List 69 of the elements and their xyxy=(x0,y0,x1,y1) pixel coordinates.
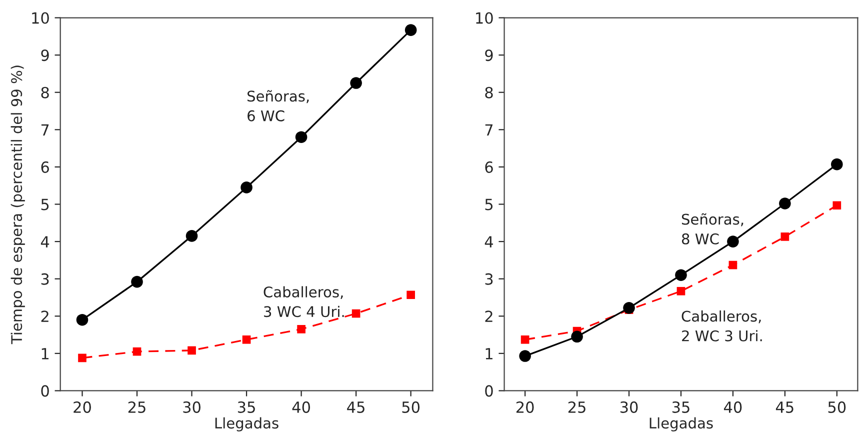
x-axis-title: Llegadas xyxy=(215,417,278,432)
y-axis-title: Tiempo de espera (percentil del 99 %) xyxy=(10,66,25,344)
y-tick-label: 9 xyxy=(485,50,493,62)
y-tick-label: 3 xyxy=(485,273,493,285)
point xyxy=(780,232,790,241)
y-tick-label: 8 xyxy=(485,86,493,98)
y-tick-label: 4 xyxy=(484,236,493,248)
y-tick-label: 4 xyxy=(40,236,50,248)
point xyxy=(832,201,842,210)
y-tick-label: 5 xyxy=(485,198,493,210)
series-label: Señoras, 8 WC xyxy=(682,213,744,244)
y-tick-label: 9 xyxy=(41,50,49,62)
y-tick-label: 7 xyxy=(41,124,49,136)
point xyxy=(406,290,415,300)
y-tick-label: 7 xyxy=(485,124,493,136)
point xyxy=(571,330,583,343)
y-tick-label: 0 xyxy=(41,385,49,397)
y-tick-label: 2 xyxy=(41,310,48,322)
y-tick-label: 10 xyxy=(32,12,49,24)
point xyxy=(830,158,843,170)
point xyxy=(297,325,306,334)
point xyxy=(728,260,738,270)
x-tick-label: 50 xyxy=(402,401,420,413)
y-tick-label: 8 xyxy=(41,86,49,98)
x-tick-label: 35 xyxy=(238,401,255,413)
point xyxy=(779,198,791,210)
x-tick-label: 25 xyxy=(568,401,586,413)
y-tick-label: 1 xyxy=(486,348,492,360)
x-tick-label: 30 xyxy=(620,401,638,413)
x-tick-label: 20 xyxy=(516,401,534,413)
series-label: Caballeros, 3 WC 4 Uri. xyxy=(264,286,344,318)
x-tick-label: 30 xyxy=(183,401,200,413)
y-tick-label: 0 xyxy=(485,385,493,397)
point xyxy=(727,236,739,248)
x-tick-label: 45 xyxy=(347,402,364,413)
y-tick-label: 1 xyxy=(42,348,49,360)
point xyxy=(352,309,360,318)
point xyxy=(350,77,362,89)
y-tick-label: 10 xyxy=(476,12,493,24)
x-tick-label: 35 xyxy=(672,401,690,413)
point xyxy=(188,346,196,355)
y-tick-label: 2 xyxy=(485,310,492,322)
y-tick-label: 3 xyxy=(41,273,49,285)
point xyxy=(242,335,251,344)
series-label: Caballeros, 2 WC 3 Uri. xyxy=(682,310,762,342)
x-axis-title: Llegadas xyxy=(650,417,713,432)
point xyxy=(519,350,531,362)
point xyxy=(520,335,530,344)
point xyxy=(404,24,417,36)
x-tick-label: 50 xyxy=(828,401,846,413)
point xyxy=(623,302,635,314)
x-tick-label: 45 xyxy=(776,402,794,413)
y-tick-label: 6 xyxy=(485,161,493,173)
x-tick-label: 25 xyxy=(128,401,146,413)
y-tick-label: 6 xyxy=(41,161,49,173)
x-tick-label: 20 xyxy=(74,401,91,413)
x-tick-label: 40 xyxy=(292,401,310,413)
series-label: Señoras, 6 WC xyxy=(247,90,309,122)
x-tick-label: 40 xyxy=(724,401,742,413)
point xyxy=(186,230,198,242)
y-tick-label: 5 xyxy=(41,198,49,210)
point xyxy=(676,286,686,296)
point xyxy=(675,269,687,282)
point xyxy=(78,354,86,362)
point xyxy=(131,276,143,288)
point xyxy=(295,131,308,144)
point xyxy=(240,182,252,194)
point xyxy=(132,347,142,356)
point xyxy=(76,314,88,326)
